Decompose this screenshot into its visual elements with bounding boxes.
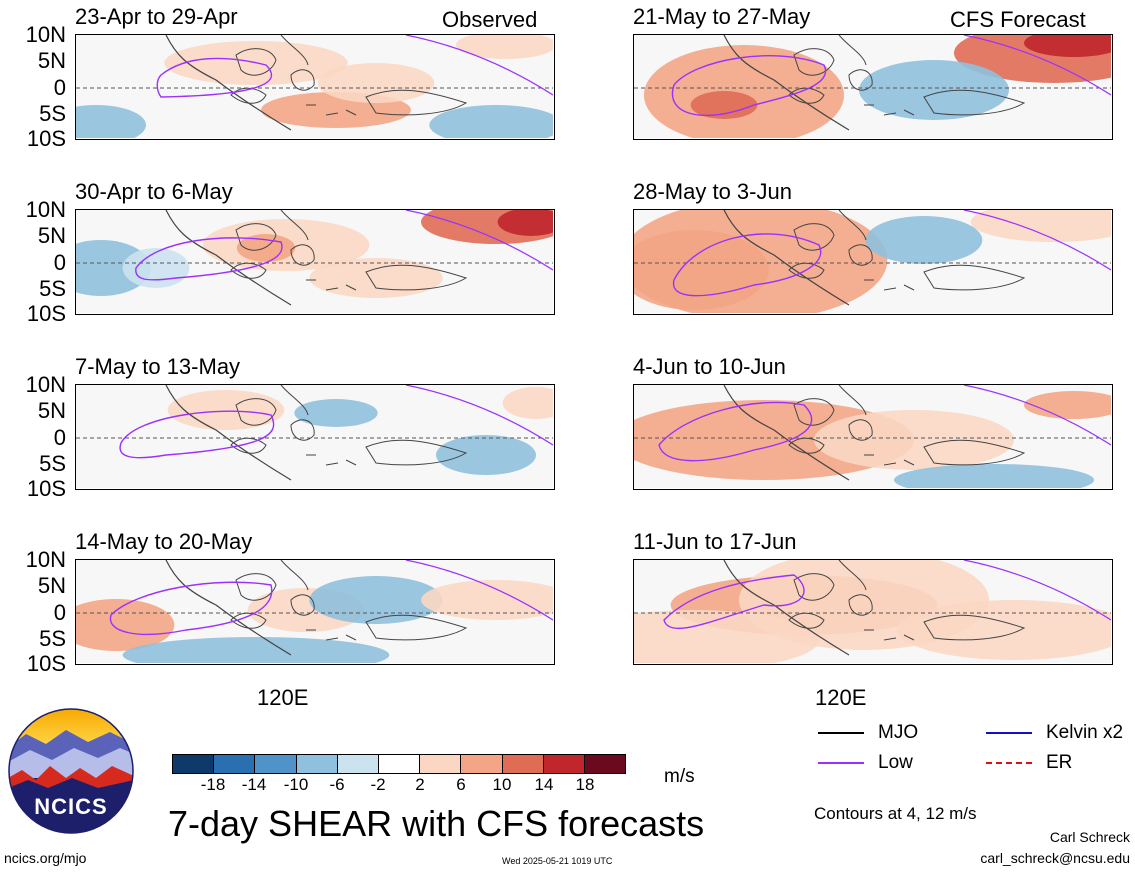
colorbar-cell — [337, 755, 379, 773]
lat-label: 0 — [53, 600, 66, 625]
colorbar-cell — [255, 755, 297, 773]
colorbar-cell — [420, 755, 462, 773]
colorbar-tick: 2 — [415, 775, 425, 794]
lat-label: 5N — [37, 398, 66, 423]
map-panel — [75, 384, 555, 490]
colorbar-cell — [378, 755, 421, 773]
colorbar-tick: -14 — [241, 775, 267, 794]
map-panel — [633, 384, 1113, 490]
legend-item-mjo: MJO — [818, 722, 918, 744]
lat-label: 0 — [53, 250, 66, 275]
main-title: 7-day SHEAR with CFS forecasts — [168, 803, 705, 844]
ncics-logo: NCICS — [8, 708, 134, 834]
panel-title: 21-May to 27-May — [633, 4, 811, 29]
map-panel — [75, 559, 555, 665]
colorbar-tick: 6 — [456, 775, 466, 794]
colorbar-tick: 10 — [492, 775, 512, 794]
map-figure — [76, 210, 553, 313]
colorbar-cell — [173, 755, 215, 773]
lat-label: 5N — [37, 48, 66, 73]
map-panel — [75, 34, 555, 140]
colorbar-cell — [296, 755, 338, 773]
logo-text: NCICS — [34, 794, 108, 819]
footer-email: carl_schreck@ncsu.edu — [980, 850, 1130, 866]
map-figure — [634, 35, 1111, 138]
map-panel — [633, 559, 1113, 665]
map-figure — [634, 210, 1111, 313]
legend-swatch — [986, 732, 1032, 734]
colorbar-tick: 14 — [534, 775, 554, 794]
lat-label: 10N — [25, 547, 66, 572]
lat-label: 10N — [25, 22, 66, 47]
lat-label: 0 — [53, 425, 66, 450]
colorbar-cell — [461, 755, 503, 773]
legend-item-er: ER — [986, 752, 1072, 774]
panel-title: 14-May to 20-May — [75, 529, 253, 554]
map-figure — [634, 560, 1111, 663]
observed-label: Observed — [442, 7, 538, 32]
colorbar-tick: -10 — [283, 775, 309, 794]
lat-label: 5S — [39, 101, 66, 126]
lat-label: 10S — [26, 301, 66, 326]
panel-title: 30-Apr to 6-May — [75, 179, 233, 204]
legend-item-kelvin: Kelvin x2 — [986, 722, 1123, 744]
map-panel — [75, 209, 555, 315]
legend-label: MJO — [878, 722, 919, 743]
lat-label: 10S — [26, 126, 66, 151]
map-panel — [633, 34, 1113, 140]
colorbar-tick: -18 — [200, 775, 226, 794]
footer-author: Carl Schreck — [1049, 829, 1130, 845]
panel-title: 23-Apr to 29-Apr — [75, 4, 238, 29]
colorbar-unit: m/s — [664, 766, 695, 787]
footer-url: ncics.org/mjo — [4, 850, 87, 866]
lat-label: 10N — [25, 372, 66, 397]
map-figure — [76, 560, 553, 663]
colorbar-tick: 18 — [575, 775, 595, 794]
lat-label: 5S — [39, 451, 66, 476]
lat-label: 10S — [26, 651, 66, 676]
colorbar-cell — [502, 755, 544, 773]
legend-swatch — [818, 732, 864, 734]
colorbar-tick: -6 — [329, 775, 345, 794]
panel-title: 4-Jun to 10-Jun — [633, 354, 786, 379]
map-figure — [634, 385, 1111, 488]
map-figure — [76, 35, 553, 138]
legend-swatch — [818, 762, 864, 764]
panel-title: 11-Jun to 17-Jun — [633, 529, 797, 554]
colorbar-cell — [584, 755, 626, 773]
lat-label: 5N — [37, 223, 66, 248]
colorbar-tick: -2 — [370, 775, 386, 794]
lon-label: 120E — [815, 685, 867, 710]
panel-title: 7-May to 13-May — [75, 354, 241, 379]
lat-label: 10N — [25, 197, 66, 222]
lat-label: 5S — [39, 626, 66, 651]
legend-label: ER — [1046, 752, 1073, 773]
forecast-label: CFS Forecast — [950, 7, 1086, 32]
lat-label: 5N — [37, 573, 66, 598]
legend-label: Low — [878, 752, 913, 773]
lat-label: 0 — [53, 75, 66, 100]
colorbar-cell — [543, 755, 585, 773]
map-figure — [76, 385, 553, 488]
colorbar-cell — [214, 755, 256, 773]
lat-label: 5S — [39, 276, 66, 301]
legend-swatch — [986, 762, 1032, 764]
panel-title: 28-May to 3-Jun — [633, 179, 792, 204]
lat-label: 10S — [26, 476, 66, 501]
footer-timestamp: Wed 2025-05-21 1019 UTC — [502, 856, 613, 866]
legend-item-low: Low — [818, 752, 913, 774]
legend-label: Kelvin x2 — [1046, 722, 1124, 743]
colorbar — [172, 754, 626, 774]
lon-label: 120E — [257, 685, 309, 710]
contours-note: Contours at 4, 12 m/s — [814, 804, 977, 823]
map-panel — [633, 209, 1113, 315]
